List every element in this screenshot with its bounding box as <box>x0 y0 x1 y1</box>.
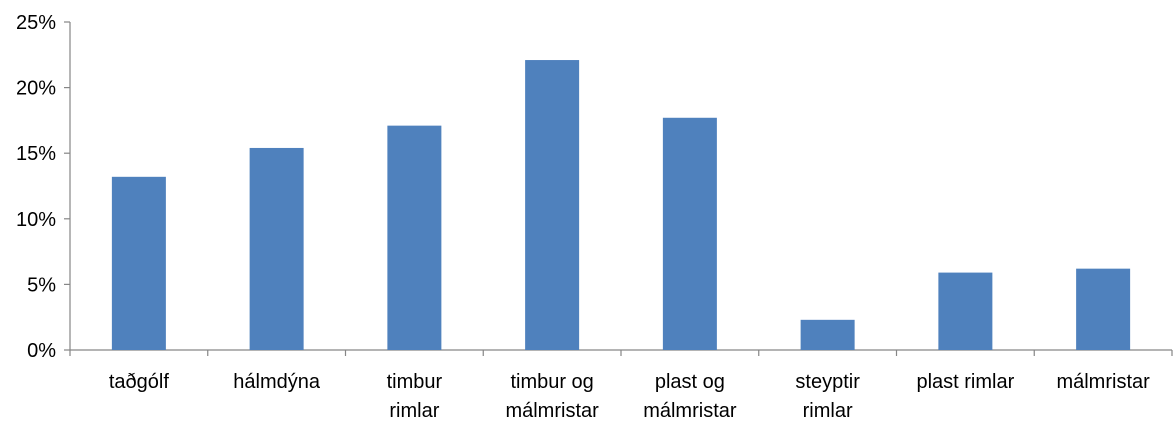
x-tick-label: taðgólf <box>109 371 169 393</box>
y-tick-label: 15% <box>16 143 56 165</box>
x-tick-label: plast og málmristar <box>643 371 737 422</box>
x-tick-label: steyptir rimlar <box>795 371 860 422</box>
x-tick-label: málmristar <box>1056 371 1150 393</box>
y-tick-label: 20% <box>16 78 56 100</box>
bar <box>662 117 717 350</box>
x-tick-label: timbur og málmristar <box>505 371 599 422</box>
y-tick-label: 5% <box>27 274 56 296</box>
x-axis: taðgólf hálmdýna timbur rimlar timbur og málm… <box>69 349 1173 422</box>
bar <box>1076 268 1131 350</box>
bar <box>938 272 993 350</box>
y-axis: 0% 5% 10% 15% 20% 25% <box>16 12 71 362</box>
x-tick-label: plast rimlar <box>916 371 1014 393</box>
x-tick-label: hálmdýna <box>233 371 321 393</box>
bar <box>387 125 442 350</box>
y-tick-label: 10% <box>16 209 56 231</box>
y-tick-label: 25% <box>16 12 56 34</box>
bars <box>111 60 1131 350</box>
x-tick-label: timbur rimlar <box>387 371 443 422</box>
bar <box>800 319 855 350</box>
bar <box>525 60 580 350</box>
y-tick-label: 0% <box>27 340 56 362</box>
bar <box>111 176 166 350</box>
bar <box>249 147 304 350</box>
